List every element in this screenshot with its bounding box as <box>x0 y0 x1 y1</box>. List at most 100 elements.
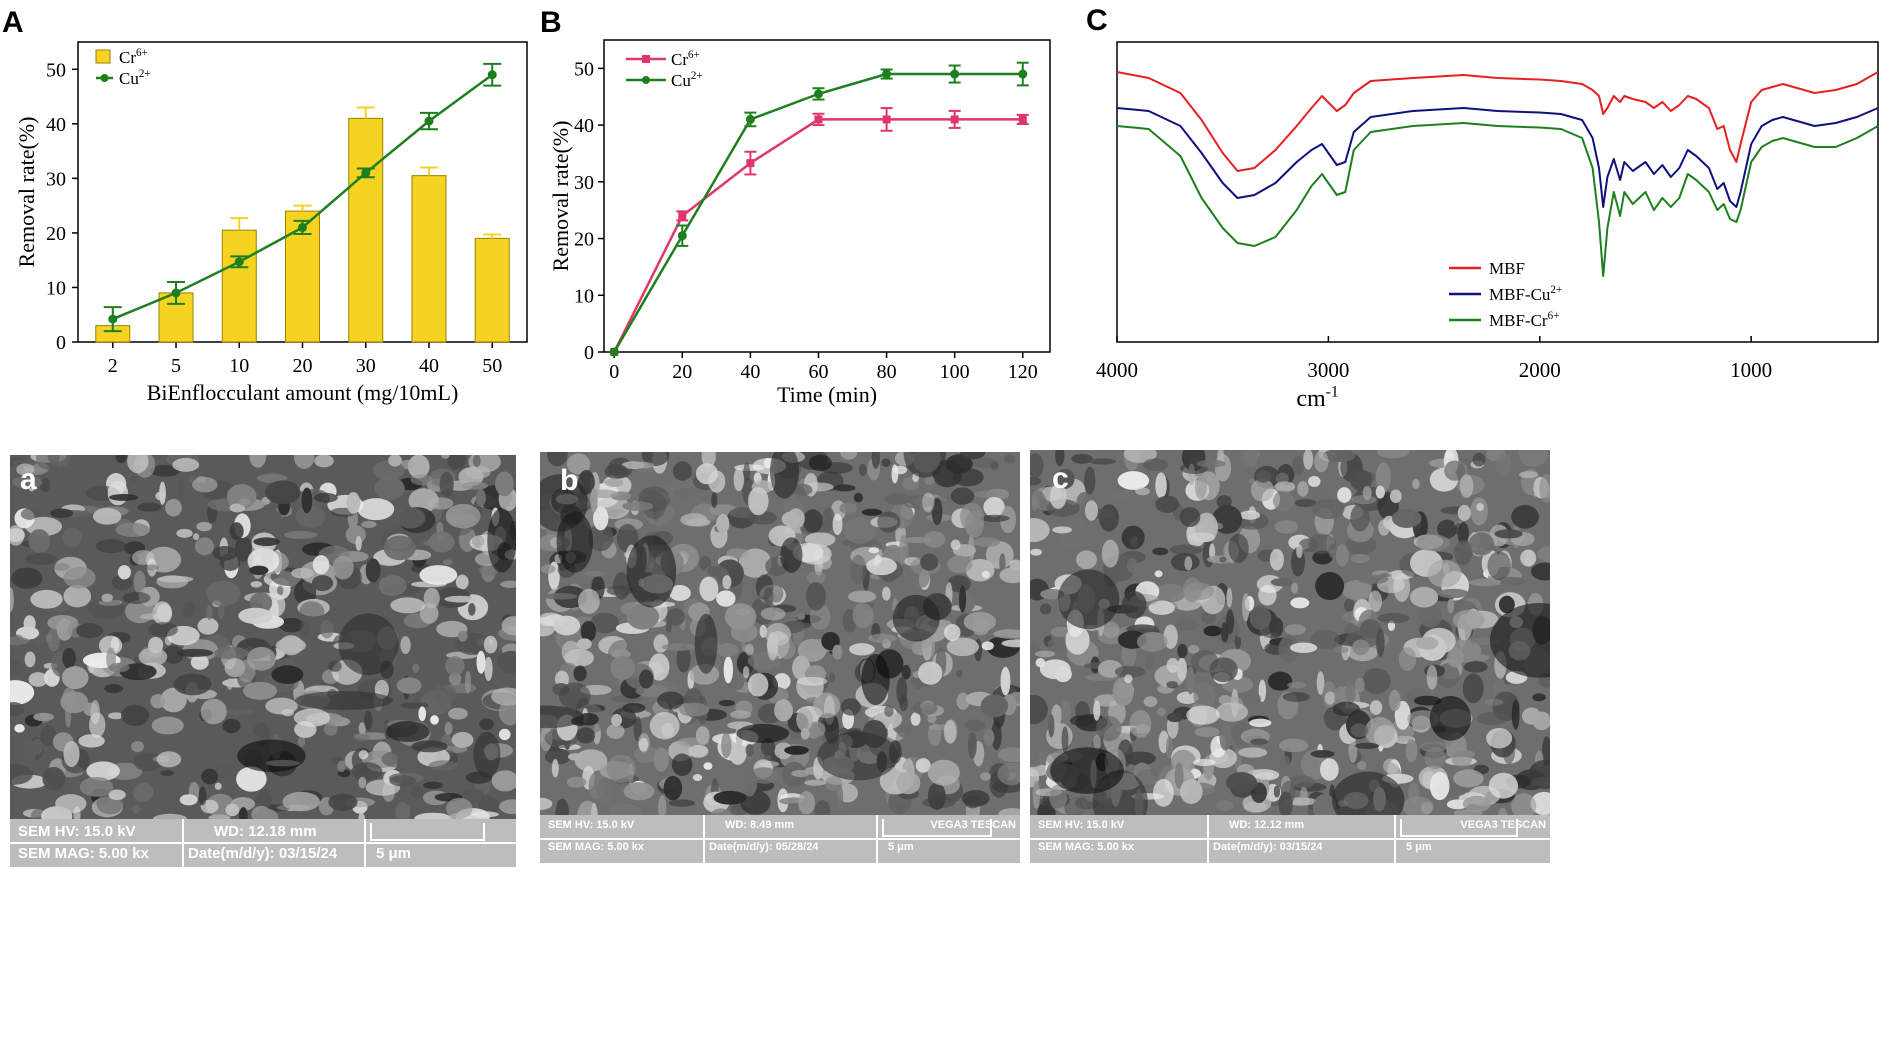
chart-c-legend-label: MBF-Cr6+ <box>1489 310 1559 330</box>
sem-scale-label: 5 μm <box>888 841 914 853</box>
chart-a-ytick-label: 20 <box>46 223 66 245</box>
chart-a-cu-point <box>361 168 371 178</box>
sem-brand-label: VEGA3 TESCAN <box>1460 819 1546 831</box>
chart-b-xtick-label: 0 <box>609 361 619 383</box>
sem-scale-label: 5 μm <box>1406 841 1432 853</box>
chart-b-xtick-label: 100 <box>940 361 970 383</box>
chart-a-bar-error <box>293 204 312 212</box>
panel-letter-B: B <box>540 6 562 39</box>
chart-a-xtick-label: 30 <box>356 355 376 377</box>
sem-info-bar: SEM HV: 15.0 kV WD: 12.18 mm SEM MAG: 5.00… <box>10 819 516 867</box>
sem-date-label: Date(m/d/y): 05/28/24 <box>709 841 819 853</box>
chart-a-bar-error <box>483 233 502 239</box>
chart-b-xtick-label: 60 <box>808 361 828 383</box>
chart-b-legend-marker-cu <box>642 76 650 84</box>
panel-letter-A: A <box>2 6 24 39</box>
sem-micrograph-texture <box>10 455 516 819</box>
sem-brand-label: VEGA3 TESCAN <box>930 819 1016 831</box>
chart-b-xtick-label: 40 <box>740 361 760 383</box>
chart-c-xtick-label: 2000 <box>1519 358 1561 382</box>
sem-bar-divider <box>10 842 516 844</box>
chart-a-bar <box>158 292 194 343</box>
sem-date-label: Date(m/d/y): 03/15/24 <box>188 845 338 862</box>
chart-b-ytick-label: 0 <box>584 342 594 364</box>
sem-scale-bar <box>370 823 485 841</box>
chart-c-frame <box>1116 41 1879 343</box>
chart-b-point <box>677 231 687 241</box>
chart-b-point <box>950 115 959 124</box>
sem-bar-divider <box>540 838 1020 840</box>
chart-a-bar <box>221 229 257 343</box>
sem-wd-label: WD: 8.49 mm <box>725 819 795 831</box>
chart-a-xtick-label: 40 <box>419 355 439 377</box>
chart-b-point <box>950 69 960 79</box>
chart-a-legend-cr: Cr6+ <box>119 47 148 67</box>
chart-a-ytick-label: 10 <box>46 277 66 299</box>
sem-letter-c: c <box>1052 462 1069 495</box>
chart-a-ylabel: Removal rate(%) <box>14 117 39 268</box>
chart-a-removal-vs-amount: 0 10 20 30 40 50 2 5 10 20 30 40 50 Cr6+Cu2+ BiEnflocc… <box>14 41 528 405</box>
sem-image-b: b SEM HV: 15.0 kV WD: 8.49 mm SEM MAG: 5.0… <box>540 452 1020 863</box>
chart-a-cu-point <box>487 70 497 80</box>
chart-c-legend-label: MBF <box>1489 259 1525 278</box>
chart-a-cu-point <box>108 314 118 324</box>
sem-micrograph-texture <box>1030 450 1550 815</box>
chart-b-point <box>882 115 891 124</box>
sem-scale-bar <box>1400 819 1518 837</box>
chart-b-ytick-label: 30 <box>574 172 594 194</box>
chart-a-bar <box>411 175 447 343</box>
sem-scale-bar <box>882 819 992 837</box>
chart-a-legend-cu: Cu2+ <box>119 68 151 88</box>
chart-b-frame <box>603 39 1051 353</box>
chart-a-xtick-label: 50 <box>482 355 502 377</box>
chart-a-legend-marker-cu <box>100 74 109 82</box>
chart-a-xtick-label: 20 <box>293 355 313 377</box>
sem-date-label: Date(m/d/y): 03/15/24 <box>1213 841 1323 853</box>
chart-a-bar-error <box>356 106 375 119</box>
chart-c-spectrum-1 <box>1116 107 1879 208</box>
sem-info-bar: SEM HV: 15.0 kV WD: 8.49 mm SEM MAG: 5.00 … <box>540 815 1020 863</box>
chart-a-bar <box>474 237 510 343</box>
chart-b-line-0 <box>613 118 1023 353</box>
chart-b-ytick-label: 40 <box>574 115 594 137</box>
chart-a-xtick-label: 5 <box>171 355 181 377</box>
sem-hv-label: SEM HV: 15.0 kV <box>18 823 136 840</box>
chart-a-legend-swatch-cr <box>95 49 111 64</box>
sem-hv-label: SEM HV: 15.0 kV <box>548 819 635 831</box>
chart-a-bar-error <box>230 217 249 231</box>
chart-b-xtick-label: 120 <box>1008 361 1038 383</box>
chart-a-cu-point <box>234 257 244 267</box>
chart-a-xtick-label: 10 <box>229 355 249 377</box>
chart-c-xlabel: cm-1 <box>1296 383 1338 410</box>
chart-c-xtick-label: 4000 <box>1096 358 1138 382</box>
chart-a-ytick-label: 30 <box>46 168 66 190</box>
chart-b-legend-cu: Cu2+ <box>671 70 703 90</box>
sem-image-a: a SEM HV: 15.0 kV WD: 12.18 mm SEM MAG: 5.… <box>10 455 516 867</box>
chart-a-ytick-label: 0 <box>56 332 66 354</box>
sem-info-bar: SEM HV: 15.0 kV WD: 12.12 mm SEM MAG: 5.00… <box>1030 815 1550 863</box>
sem-letter-b: b <box>560 464 579 497</box>
chart-a-bar-error <box>419 166 438 176</box>
chart-b-point <box>1018 115 1027 124</box>
chart-b-point <box>882 69 892 79</box>
chart-b-point <box>609 347 619 357</box>
chart-b-legend-cr: Cr6+ <box>671 49 700 69</box>
chart-b-point <box>814 115 823 124</box>
chart-a-xlabel: BiEnflocculant amount (mg/10mL) <box>147 380 459 405</box>
chart-b-xtick-label: 80 <box>877 361 897 383</box>
sem-wd-label: WD: 12.18 mm <box>214 823 317 840</box>
chart-b-removal-vs-time: 0 10 20 30 40 50 0 20 40 60 80 100 120 Cr6+Cu2+ Time (… <box>548 39 1051 407</box>
chart-a-ytick-label: 50 <box>46 59 66 81</box>
chart-b-point <box>1018 69 1028 79</box>
chart-b-ytick-label: 20 <box>574 229 594 251</box>
sem-mag-label: SEM MAG: 5.00 kx <box>1038 841 1134 853</box>
chart-b-ylabel: Removal rate(%) <box>548 121 573 272</box>
sem-image-c: c SEM HV: 15.0 kV WD: 12.12 mm SEM MAG: 5.… <box>1030 450 1550 863</box>
sem-scale-label: 5 μm <box>376 845 412 862</box>
chart-c-legend-label: MBF-Cu2+ <box>1489 284 1562 304</box>
chart-a-cu-point <box>424 116 434 126</box>
chart-b-point <box>678 211 687 220</box>
panel-letter-C: C <box>1086 4 1108 37</box>
sem-bar-divider <box>1030 838 1550 840</box>
chart-c-spectrum-2 <box>1116 122 1879 277</box>
